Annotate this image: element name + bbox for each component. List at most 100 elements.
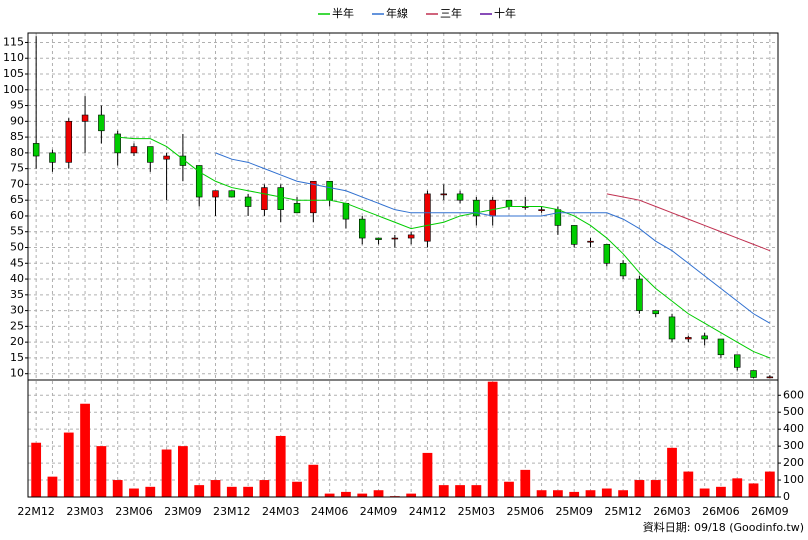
volume-bar — [275, 435, 286, 497]
candle-body — [603, 244, 611, 264]
volume-bar — [243, 486, 253, 497]
candle-body — [114, 133, 121, 154]
candle-body — [538, 209, 545, 211]
candle-body — [505, 199, 513, 207]
candle-body — [717, 338, 725, 356]
candle-body — [310, 180, 317, 214]
volume-bar — [373, 490, 384, 497]
volume-bar — [96, 446, 107, 497]
x-tick-label: 25M12 — [604, 505, 642, 518]
candle-body — [652, 310, 659, 315]
y-tick-label: 40 — [10, 272, 24, 285]
source-note: 資料日期: 09/18 (Goodinfo.tw) — [643, 520, 804, 534]
candle-body — [750, 370, 757, 378]
x-tick-label: 23M12 — [213, 505, 251, 518]
volume-bar — [194, 485, 205, 497]
volume-bar — [63, 432, 74, 497]
candle-body — [147, 146, 154, 163]
volume-bar — [324, 493, 335, 497]
y-tick-label: 90 — [10, 114, 24, 127]
candle-body — [554, 209, 562, 226]
y-tick-label: 10 — [10, 367, 24, 380]
volume-bar — [406, 493, 417, 497]
y2-tick-label: 200 — [783, 456, 804, 469]
volume-bar — [667, 447, 677, 497]
candle-body — [489, 199, 496, 217]
candle-body — [619, 262, 627, 277]
legend-label: 年線 — [386, 6, 408, 20]
volume-bar — [357, 493, 368, 497]
volume-bar — [226, 486, 237, 497]
volume-bar — [341, 491, 351, 497]
x-tick-label: 24M03 — [262, 505, 300, 518]
volume-bar — [422, 452, 433, 497]
candle-body — [375, 237, 382, 240]
candle-body — [244, 196, 252, 207]
volume-bar — [259, 480, 270, 497]
candle-body — [212, 190, 219, 198]
candle-body — [685, 337, 692, 340]
y-tick-label: 55 — [10, 225, 24, 238]
volume-bar — [520, 469, 531, 497]
y-tick-label: 75 — [10, 162, 24, 175]
y-tick-label: 45 — [10, 256, 24, 269]
y-tick-label: 35 — [10, 288, 24, 301]
candle-body — [456, 193, 464, 201]
candle-body — [440, 193, 447, 196]
y-tick-label: 30 — [10, 304, 24, 317]
x-tick-label: 23M03 — [66, 505, 104, 518]
y-tick-label: 50 — [10, 241, 24, 254]
y-tick-label: 65 — [10, 193, 24, 206]
volume-bar — [504, 481, 514, 497]
candle-body — [49, 152, 56, 163]
y-tick-label: 95 — [10, 99, 24, 112]
candle-body — [407, 234, 415, 239]
candle-body — [65, 121, 72, 163]
volume-bar — [683, 471, 694, 497]
candle-body — [326, 180, 333, 201]
ma-line — [606, 193, 771, 252]
y-tick-label: 20 — [10, 335, 24, 348]
candle-body — [130, 146, 138, 154]
candle-body — [195, 165, 203, 198]
legend-label: 半年 — [332, 6, 354, 20]
y-tick-label: 25 — [10, 319, 24, 332]
volume-bar — [764, 471, 775, 497]
volume-bar — [650, 480, 661, 497]
x-tick-label: 25M09 — [555, 505, 593, 518]
candle-body — [32, 143, 40, 157]
candle-body — [342, 203, 350, 220]
y-tick-label: 105 — [3, 67, 24, 80]
volume-bar — [145, 486, 156, 497]
volume-bar — [31, 442, 42, 497]
volume-bar — [471, 485, 482, 497]
plot-frame — [27, 32, 779, 498]
volume-bar — [178, 446, 188, 497]
y-tick-label: 85 — [10, 130, 24, 143]
candle-body — [293, 203, 301, 214]
y-tick-label: 110 — [3, 51, 24, 64]
candle-body — [359, 218, 366, 239]
volume-bar — [161, 449, 172, 497]
x-tick-label: 26M06 — [702, 505, 740, 518]
legend-label: 十年 — [494, 6, 516, 20]
y-tick-label: 100 — [3, 83, 24, 96]
x-tick-label: 24M09 — [360, 505, 398, 518]
volume-bar — [732, 478, 743, 497]
volume-bar — [308, 464, 319, 497]
candle-body — [587, 240, 594, 243]
volume-bar — [129, 488, 139, 497]
candle-body — [424, 193, 431, 242]
candle-body — [734, 354, 741, 368]
y2-tick-label: 500 — [783, 405, 804, 418]
volume-bar — [618, 490, 628, 497]
candle-body — [228, 190, 236, 198]
y2-tick-label: 600 — [783, 388, 804, 401]
x-tick-label: 26M09 — [751, 505, 789, 518]
volume-bar — [80, 403, 90, 497]
volume-bar — [585, 490, 596, 497]
candle-body — [81, 114, 89, 122]
candle-body — [701, 335, 708, 340]
